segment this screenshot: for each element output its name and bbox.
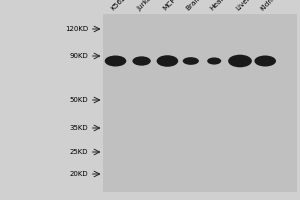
- Bar: [103, 14, 297, 192]
- Ellipse shape: [228, 55, 252, 67]
- Text: K562: K562: [110, 0, 127, 12]
- Text: 90KD: 90KD: [70, 53, 88, 59]
- Text: 20KD: 20KD: [70, 171, 88, 177]
- Text: Heart: Heart: [208, 0, 227, 12]
- Text: Liver: Liver: [234, 0, 251, 12]
- Text: Brain: Brain: [185, 0, 202, 12]
- Ellipse shape: [254, 55, 276, 66]
- Text: Kidney: Kidney: [260, 0, 281, 12]
- Ellipse shape: [183, 57, 199, 65]
- Ellipse shape: [207, 57, 221, 65]
- Ellipse shape: [132, 56, 151, 66]
- Text: 35KD: 35KD: [70, 125, 88, 131]
- Text: 120KD: 120KD: [65, 26, 88, 32]
- Text: MCF-7: MCF-7: [162, 0, 182, 12]
- Ellipse shape: [157, 55, 178, 67]
- Text: Jurkat: Jurkat: [136, 0, 155, 12]
- Text: 50KD: 50KD: [70, 97, 88, 103]
- Ellipse shape: [105, 55, 126, 66]
- Text: 25KD: 25KD: [70, 149, 88, 155]
